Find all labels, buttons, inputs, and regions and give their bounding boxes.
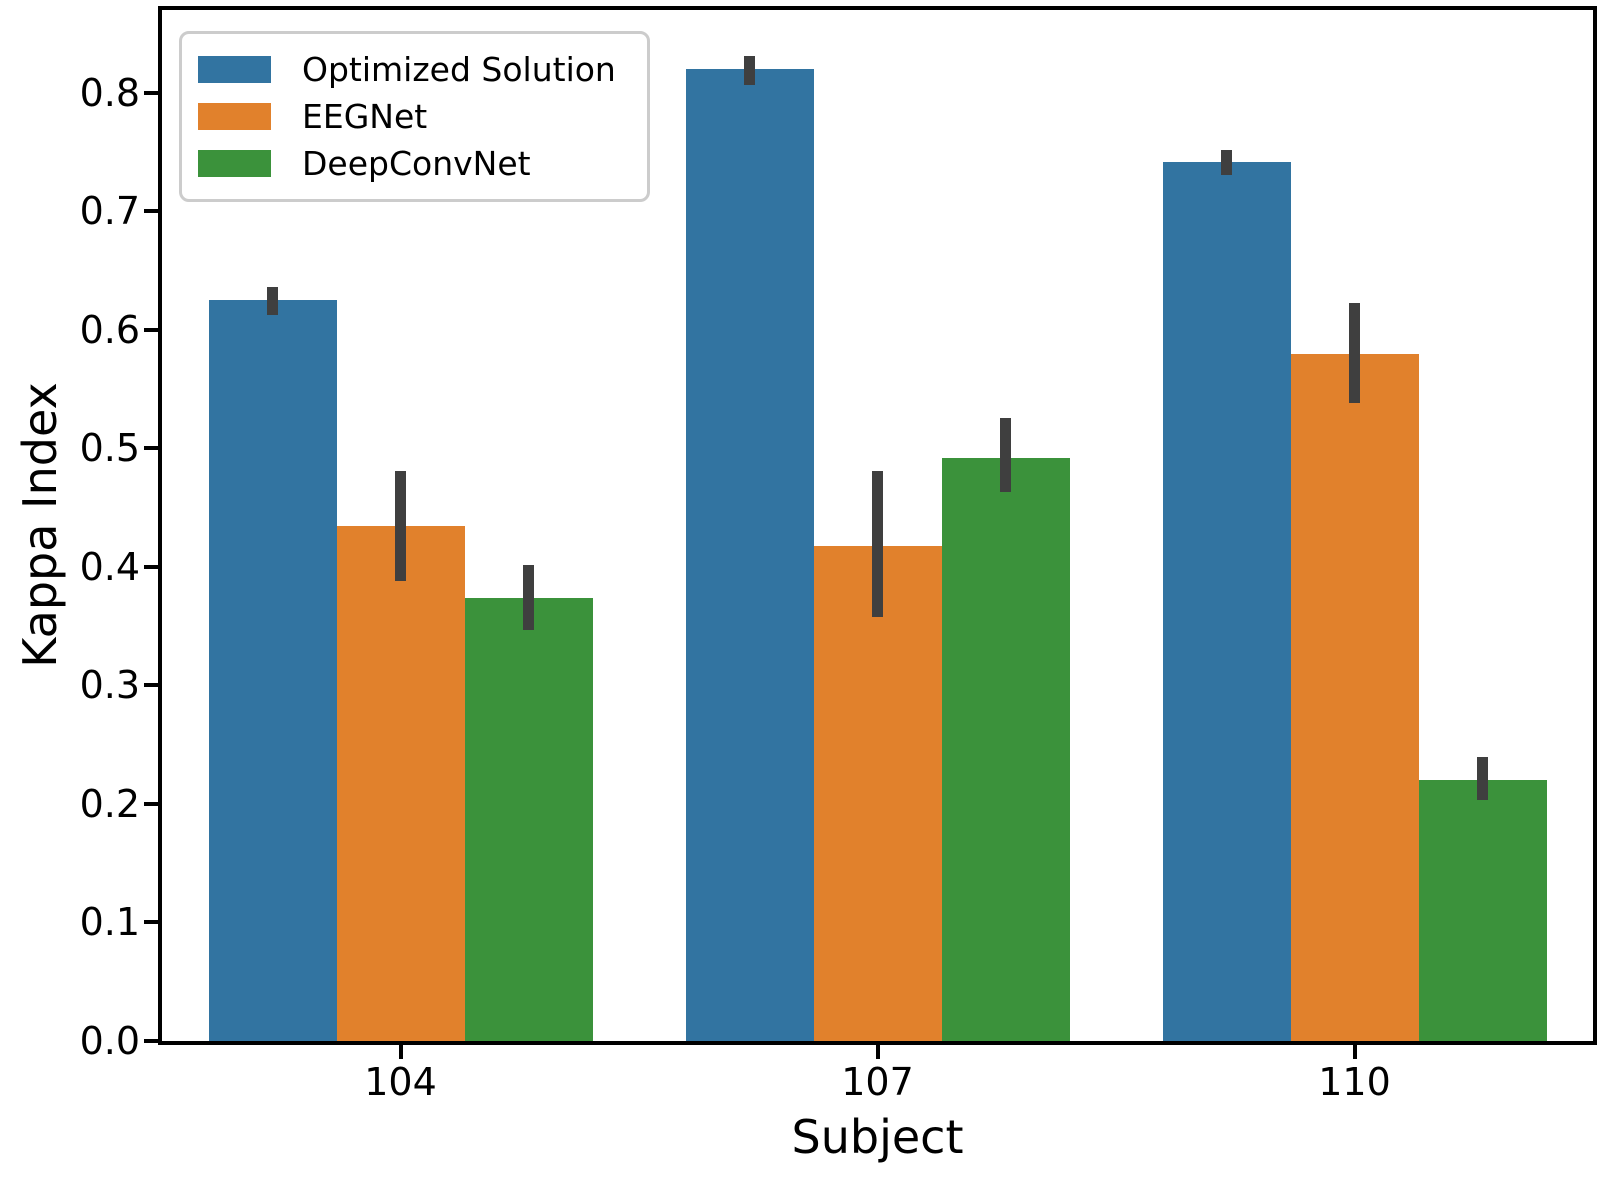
legend-row: Optimized Solution bbox=[198, 46, 621, 93]
y-tick-mark bbox=[144, 90, 158, 95]
y-tick-label: 0.5 bbox=[79, 426, 140, 471]
bar-eegnet-110 bbox=[1290, 353, 1419, 1041]
legend-swatch-eegnet bbox=[198, 103, 271, 130]
y-tick-label: 0.7 bbox=[79, 189, 140, 234]
x-tick-label: 107 bbox=[841, 1060, 914, 1104]
y-tick-label: 0.4 bbox=[79, 544, 140, 589]
bar-optimized-solution-104 bbox=[208, 300, 337, 1041]
y-tick-label: 0.0 bbox=[79, 1019, 140, 1063]
x-tick-label: 104 bbox=[364, 1060, 437, 1104]
y-tick-mark bbox=[144, 683, 158, 688]
y-tick-mark bbox=[144, 209, 158, 214]
x-tick-mark bbox=[1352, 1045, 1357, 1059]
error-bar bbox=[523, 564, 534, 630]
legend: Optimized Solution EEGNet DeepConvNet bbox=[179, 31, 650, 202]
bar-eegnet-104 bbox=[336, 525, 465, 1041]
y-tick-label: 0.8 bbox=[79, 70, 140, 115]
bar-deepconvnet-107 bbox=[941, 457, 1070, 1041]
error-bar bbox=[395, 470, 406, 582]
bar-eegnet-107 bbox=[813, 545, 942, 1041]
y-axis-title: Kappa Index bbox=[13, 382, 67, 668]
y-tick-label: 0.1 bbox=[79, 900, 140, 945]
legend-label-optimized-solution: Optimized Solution bbox=[302, 49, 616, 89]
bar-deepconvnet-104 bbox=[464, 597, 593, 1041]
x-axis-title: Subject bbox=[791, 1110, 964, 1164]
legend-swatch-optimized-solution bbox=[198, 56, 271, 83]
error-bar bbox=[1000, 417, 1011, 493]
y-tick-label: 0.2 bbox=[79, 781, 140, 826]
y-tick-mark bbox=[144, 446, 158, 451]
error-bar bbox=[872, 470, 883, 617]
y-tick-label: 0.6 bbox=[79, 307, 140, 352]
x-tick-mark bbox=[875, 1045, 880, 1059]
legend-row: DeepConvNet bbox=[198, 140, 621, 187]
x-tick-label: 110 bbox=[1318, 1060, 1391, 1104]
y-tick-label: 0.3 bbox=[79, 663, 140, 708]
bar-optimized-solution-107 bbox=[685, 69, 814, 1041]
y-tick-mark bbox=[144, 920, 158, 925]
y-tick-mark bbox=[144, 327, 158, 332]
legend-row: EEGNet bbox=[198, 93, 621, 140]
legend-swatch-deepconvnet bbox=[198, 150, 271, 177]
y-tick-mark bbox=[144, 1039, 158, 1043]
y-tick-mark bbox=[144, 564, 158, 569]
error-bar bbox=[744, 56, 755, 85]
error-bar bbox=[1477, 756, 1488, 801]
bar-deepconvnet-110 bbox=[1418, 780, 1547, 1041]
error-bar bbox=[1221, 149, 1232, 175]
bar-optimized-solution-110 bbox=[1162, 161, 1291, 1041]
x-tick-mark bbox=[398, 1045, 403, 1059]
legend-label-deepconvnet: DeepConvNet bbox=[302, 143, 531, 183]
error-bar bbox=[267, 287, 278, 315]
plot-area bbox=[158, 6, 1597, 1045]
y-tick-mark bbox=[144, 801, 158, 806]
error-bar bbox=[1349, 302, 1360, 404]
legend-label-eegnet: EEGNet bbox=[302, 96, 428, 136]
